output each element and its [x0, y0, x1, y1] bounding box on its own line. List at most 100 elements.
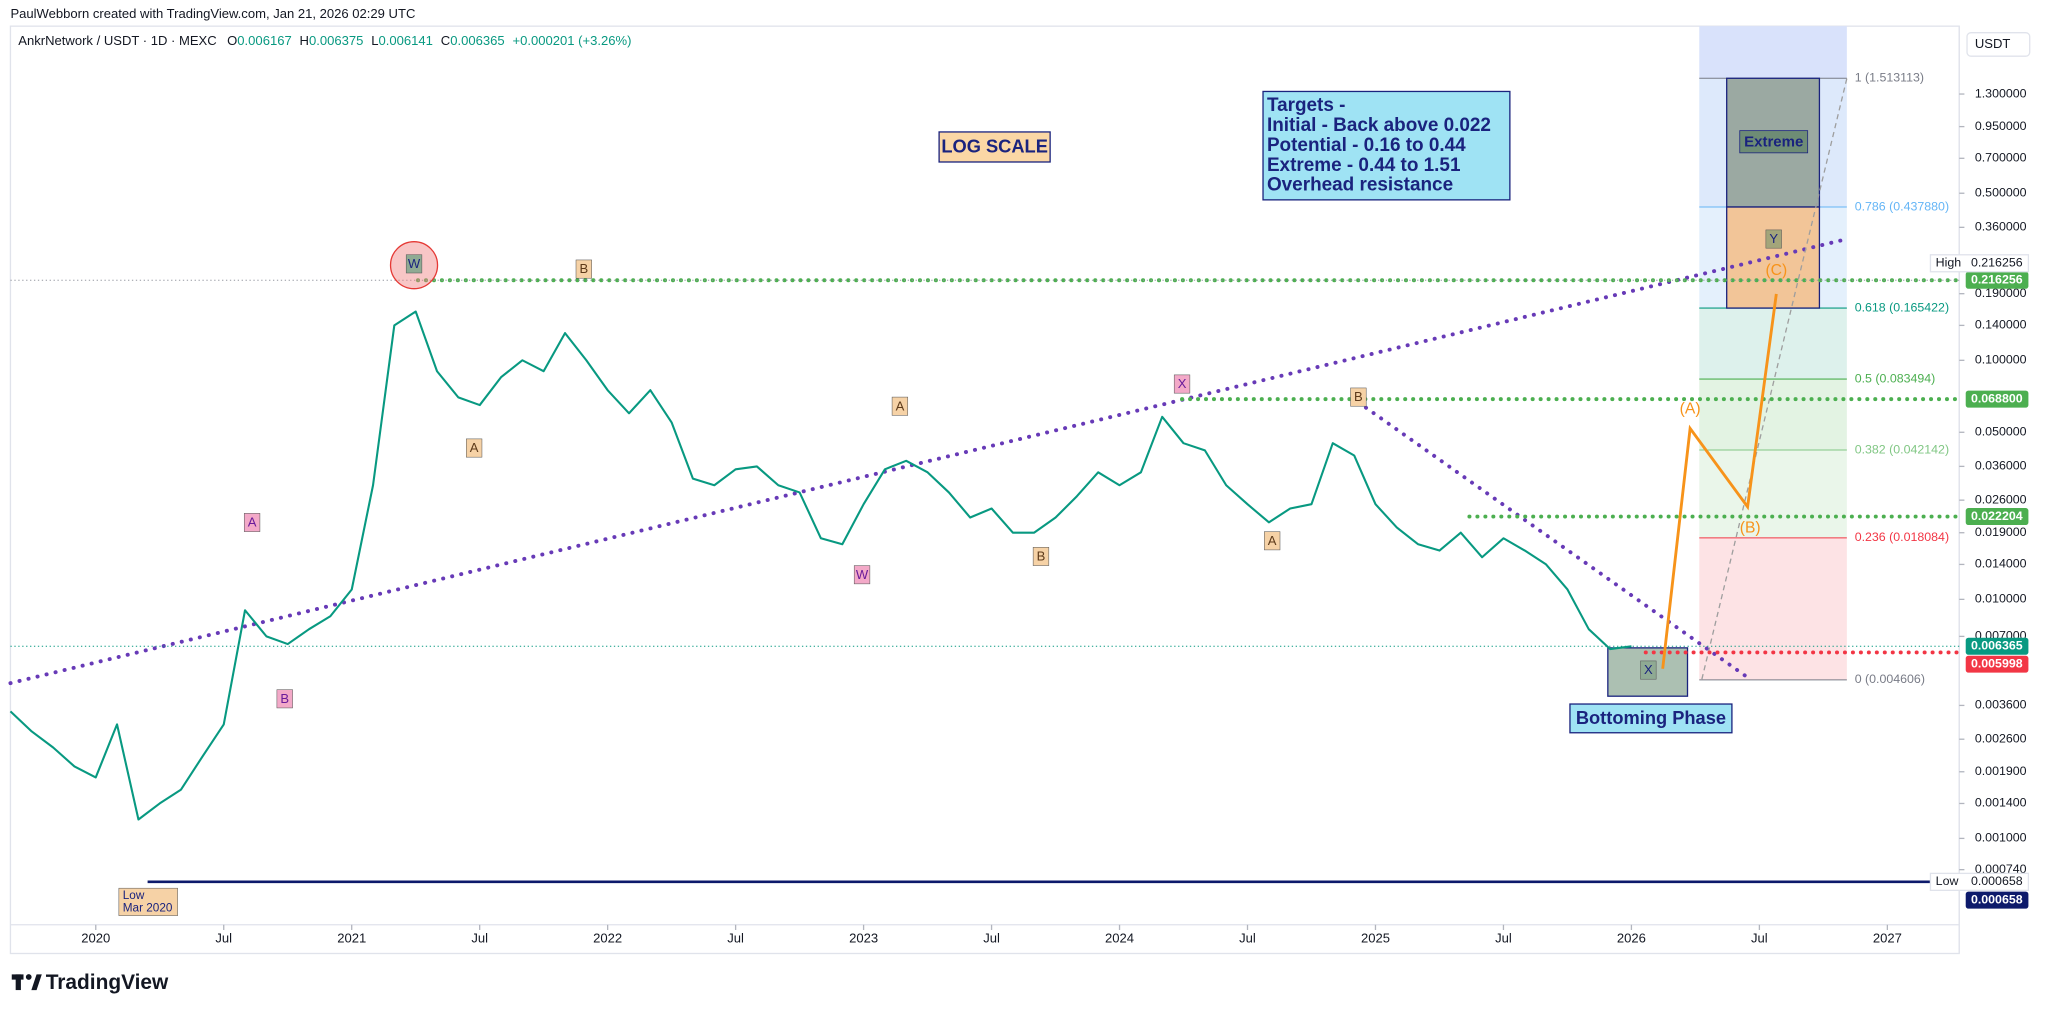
- x-tick-label: 2023: [849, 931, 878, 946]
- y-tick-label: 0.003600: [1975, 698, 2027, 712]
- fib-label: 0.786 (0.437880): [1855, 199, 1949, 213]
- y-tick-label: 0.010000: [1975, 592, 2027, 606]
- marker-label: 0.216256: [1971, 256, 2023, 270]
- fib-label: 0.382 (0.042142): [1855, 442, 1949, 456]
- y-tick-label: 0.019000: [1975, 525, 2027, 539]
- y-tick-label: 0.001000: [1975, 831, 2027, 845]
- price-badge-label: 0.006365: [1971, 639, 2023, 653]
- wave-label: X: [1178, 376, 1187, 391]
- price-badge: [1965, 637, 2029, 655]
- fib-label: 0.5 (0.083494): [1855, 371, 1936, 385]
- ohlc-label: C: [441, 33, 450, 48]
- wave-label: W: [856, 567, 869, 582]
- wave-label-bg: [276, 689, 293, 709]
- bottoming-label-box: [1569, 703, 1733, 734]
- change: +0.000201 (+3.26%): [512, 33, 631, 48]
- price-badge: [1965, 390, 2029, 408]
- x-tick-label: 2025: [1361, 931, 1390, 946]
- currency-box[interactable]: [1966, 32, 2031, 57]
- price-badge: [1965, 891, 2029, 909]
- y-tick-label: 0.700000: [1975, 151, 2027, 165]
- price-badge-label: 0.000658: [1971, 892, 2023, 906]
- x-tick-label: 2020: [81, 931, 110, 946]
- wave-label-bg: [1350, 387, 1367, 407]
- fib-band: [1699, 450, 1847, 538]
- y-tick-label: 0.001900: [1975, 764, 2027, 778]
- symbol-line: AnkrNetwork / USDT · 1D · MEXC O0.006167 H…: [18, 33, 631, 48]
- y-wave-box: [1726, 206, 1821, 309]
- low-note-bg: [118, 887, 178, 916]
- trendline: [1356, 400, 1753, 682]
- wave-label: (A): [1680, 401, 1701, 418]
- ohlc-value: 0.006365: [450, 33, 504, 48]
- x-tick-label: 2022: [593, 931, 622, 946]
- price-badge-label: 0.005998: [1971, 656, 2023, 670]
- wave-label-bg: [1032, 547, 1050, 566]
- wave-label: A: [470, 440, 479, 455]
- wave-label: (B): [1740, 519, 1761, 536]
- price-badge: [1965, 655, 2029, 673]
- y-tick-label: 0.014000: [1975, 557, 2027, 571]
- marker-text: Low: [1936, 874, 1959, 888]
- y-tick-label: 0.050000: [1975, 425, 2027, 439]
- marker-text: High: [1936, 256, 1962, 270]
- footer-logo: TradingView: [46, 971, 169, 994]
- wave-label: Y: [1769, 231, 1778, 246]
- x-tick-label: 2026: [1617, 931, 1646, 946]
- symbol-legend: AnkrNetwork / USDT · 1D · MEXC O0.006167 H…: [18, 33, 631, 48]
- y-tick-label: 0.100000: [1975, 353, 2027, 367]
- bottoming-label: Bottoming Phase: [1576, 707, 1726, 728]
- y-tick-label: 0.026000: [1975, 492, 2027, 506]
- fib-top-band: [1699, 26, 1847, 79]
- x-tick-label: Jul: [215, 931, 232, 946]
- ohlc-label: L: [371, 33, 378, 48]
- x-tick-label: Jul: [471, 931, 488, 946]
- wave-label-bg: [405, 254, 423, 274]
- price-badge: [1965, 508, 2029, 526]
- y-tick-label: 0.360000: [1975, 220, 2027, 234]
- price-badge-label: 0.216256: [1971, 273, 2023, 287]
- ohlc-value: 0.006141: [379, 33, 433, 48]
- ohlc-value: 0.006375: [309, 33, 363, 48]
- wave-label-bg: [1264, 531, 1281, 551]
- wave-label-bg: [1640, 660, 1657, 680]
- wave-label-bg: [853, 565, 871, 585]
- y-tick-label: 0.036000: [1975, 459, 2027, 473]
- y-tick-label: 0.000740: [1975, 862, 2027, 876]
- wave-label: X: [1644, 662, 1653, 677]
- x-tick-label: Jul: [983, 931, 1000, 946]
- price-badge-label: 0.022204: [1971, 509, 2023, 523]
- trendline: [8, 237, 1849, 686]
- currency: USDT: [1975, 36, 2011, 51]
- wave-label-bg: [575, 259, 592, 279]
- x-tick-label: 2027: [1873, 931, 1902, 946]
- wave-label: A: [896, 398, 905, 413]
- wave-label-bg: [1173, 374, 1191, 394]
- extreme-label-bg: [1739, 130, 1809, 154]
- low-note: Low: [123, 889, 145, 902]
- price-line: [9, 310, 1632, 821]
- price-badge: [1965, 271, 2029, 289]
- ohlc-label: O: [227, 33, 237, 48]
- marker-tag: [1929, 254, 2030, 273]
- ohlc-value: 0.006167: [237, 33, 291, 48]
- wave-label: (C): [1765, 262, 1787, 279]
- targets-box: [1262, 90, 1511, 201]
- y-tick-label: 0.190000: [1975, 286, 2027, 300]
- fib-label: 1 (1.513113): [1855, 71, 1924, 85]
- x-tick-label: Jul: [1751, 931, 1768, 946]
- wave-label-bg: [891, 396, 909, 416]
- wave-label: B: [1354, 389, 1363, 404]
- wave-label-bg: [1765, 229, 1782, 249]
- fib-label: 0 (0.004606): [1855, 672, 1925, 686]
- wave-label: B: [1037, 549, 1046, 564]
- log-scale-text: LOG SCALE: [941, 135, 1048, 156]
- fib-band: [1699, 379, 1847, 451]
- x-tick-label: Jul: [1239, 931, 1256, 946]
- wave-label: B: [280, 691, 289, 706]
- plot-layer: 1 (1.513113) 0.786 (0.437880) 0.618 (0.165…: [8, 26, 1962, 884]
- targets-line: Initial - Back above 0.022: [1267, 115, 1491, 136]
- symbol: AnkrNetwork / USDT · 1D · MEXC: [18, 33, 216, 48]
- fib-band: [1699, 537, 1847, 680]
